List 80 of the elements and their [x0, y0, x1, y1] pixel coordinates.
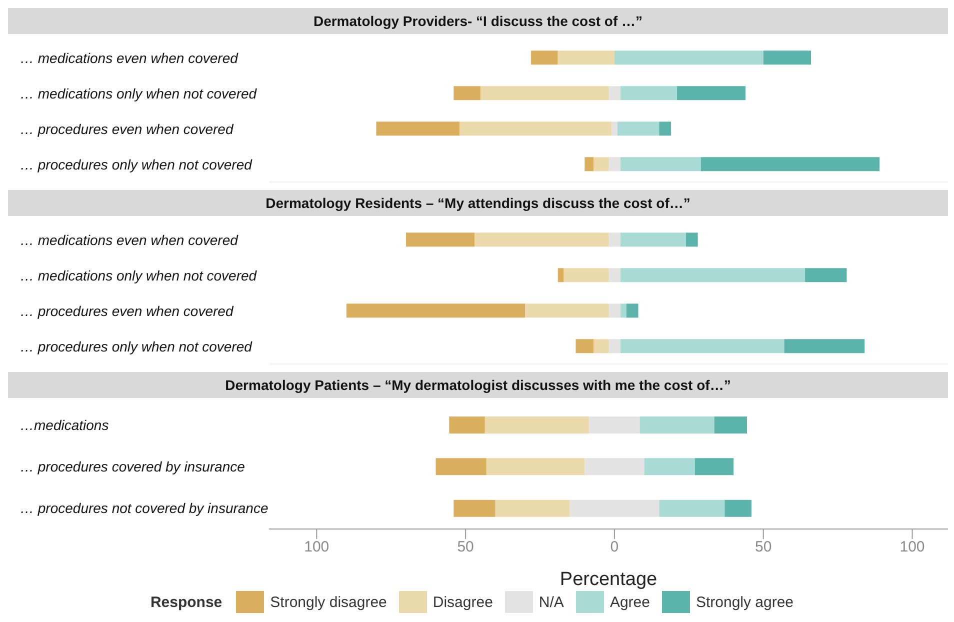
bar [659, 500, 725, 517]
bar [784, 339, 865, 354]
bar [686, 232, 698, 247]
y-tick-label: … procedures only when not covered [20, 338, 254, 354]
y-tick-label: … procedures not covered by insurance [20, 500, 268, 516]
bar [486, 458, 585, 476]
legend-label: Strongly disagree [269, 592, 387, 612]
bar [617, 122, 660, 136]
bar [620, 232, 686, 247]
bar [694, 458, 734, 476]
bar [614, 50, 764, 65]
y-tick-label: … medications only when not covered [20, 85, 258, 102]
bar [644, 458, 695, 476]
y-tick-label: …medications [20, 416, 109, 433]
bar [620, 304, 626, 318]
x-tick-label: 100 [900, 538, 925, 556]
y-tick-label: … procedures covered by insurance [20, 458, 246, 474]
y-tick-label: … medications only when not covered [20, 267, 258, 284]
bar [531, 50, 558, 65]
bar [584, 157, 594, 172]
chart-title: Dermatology Providers- “I discuss the cost of …” [8, 8, 948, 34]
bar [659, 122, 672, 136]
legend-title: Response [150, 594, 222, 610]
y-tick-label: … procedures even when covered [20, 120, 234, 137]
x-axis-title: Percentage [560, 569, 658, 590]
y-tick-label: … medications even when covered [20, 232, 240, 248]
bar [620, 157, 701, 172]
bar [608, 86, 620, 100]
bar [484, 416, 590, 434]
bar [724, 500, 752, 517]
chart-title: Dermatology Residents – “My attendings discuss the cost of…” [8, 190, 948, 216]
bar [626, 304, 638, 318]
bar [700, 157, 880, 172]
bar [460, 122, 612, 136]
bar [376, 122, 460, 136]
bar [611, 122, 618, 136]
x-tick-label: 100 [304, 538, 330, 556]
bar [608, 232, 620, 247]
bar [620, 339, 784, 354]
bar [714, 416, 747, 434]
bar [525, 304, 608, 318]
bar [495, 500, 570, 517]
legend-label: Strongly agree [694, 592, 794, 612]
bar [608, 304, 620, 318]
bar [584, 458, 644, 476]
bar [608, 268, 620, 282]
bar [346, 304, 526, 318]
bar [805, 268, 847, 282]
bar [640, 416, 714, 434]
bar [620, 268, 806, 282]
bar [474, 232, 608, 247]
chart-title: Dermatology Patients – “My dermatologist discusses with me the cost of…” [8, 372, 948, 398]
bar [436, 458, 486, 476]
bar [620, 86, 677, 100]
x-tick-label: 0 [610, 538, 619, 556]
bar [763, 50, 812, 65]
x-tick-label: 50 [755, 538, 772, 556]
bar [558, 268, 564, 282]
legend-label: Disagree [432, 592, 493, 612]
bar [449, 416, 485, 434]
legend-label: N/A [538, 592, 564, 612]
bar [406, 232, 474, 247]
bar [564, 268, 608, 282]
bar [480, 86, 608, 100]
y-tick-label: … medications even when covered [20, 50, 240, 66]
bar [594, 157, 608, 172]
y-tick-label: … procedures only when not covered [20, 156, 254, 172]
bar [454, 500, 496, 517]
bar [608, 339, 620, 354]
bar [558, 50, 614, 65]
x-tick-label: 50 [457, 538, 474, 556]
bar [676, 86, 746, 100]
bar [589, 416, 640, 434]
bar [576, 339, 594, 354]
bar [594, 339, 608, 354]
y-tick-label: … procedures even when covered [20, 302, 234, 319]
bar [570, 500, 660, 517]
legend-label: Agree [608, 592, 650, 612]
bar [608, 157, 620, 172]
bar [454, 86, 480, 100]
